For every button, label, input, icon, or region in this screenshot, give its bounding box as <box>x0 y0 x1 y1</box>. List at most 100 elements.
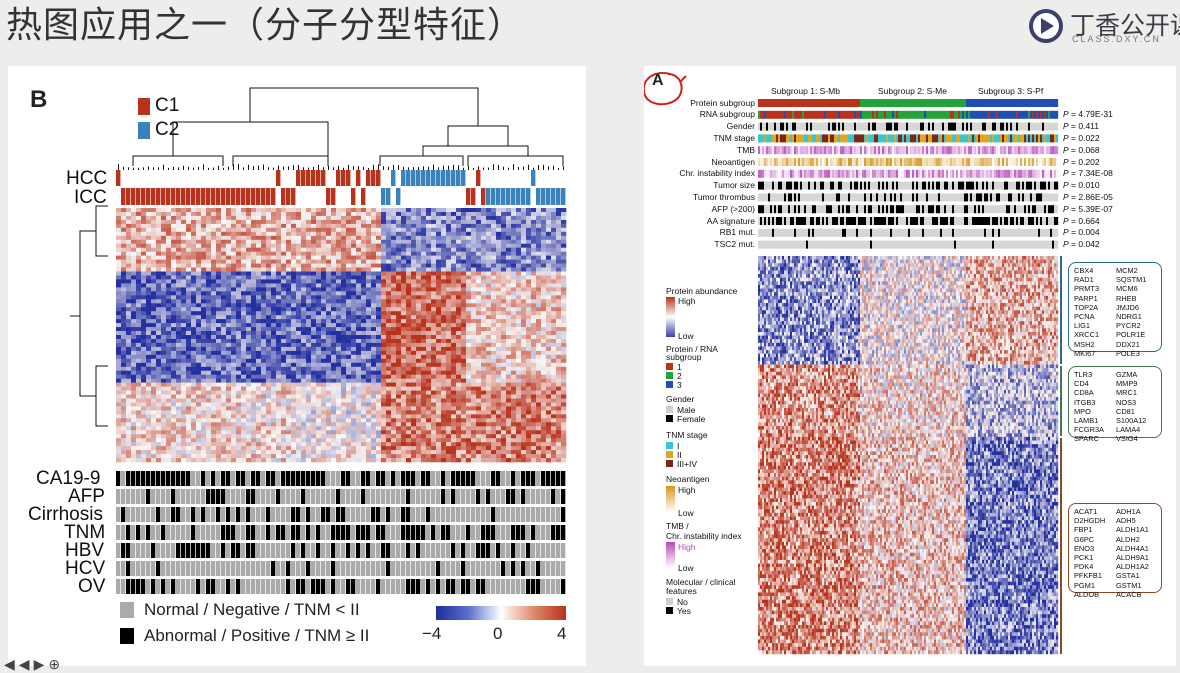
heatmap-cell <box>171 220 176 224</box>
heatmap-cell <box>251 216 256 220</box>
heatmap-cell <box>341 299 346 303</box>
heatmap-cell <box>276 343 281 347</box>
heatmap-cell <box>456 256 461 260</box>
heatmap-cell <box>291 391 296 395</box>
heatmap-cell <box>516 355 521 359</box>
icc-cell <box>196 188 200 205</box>
icc-cell <box>506 188 510 205</box>
heatmap-cell <box>551 260 556 264</box>
heatmap-cell <box>536 406 541 410</box>
icc-cell <box>146 188 150 205</box>
heatmap-cell <box>446 391 451 395</box>
heatmap-cell <box>531 224 536 228</box>
heatmap-cell <box>546 363 551 367</box>
heatmap-cell <box>206 339 211 343</box>
heatmap-cell <box>276 359 281 363</box>
heatmap-cell <box>121 307 126 311</box>
heatmap-cell <box>246 375 251 379</box>
heatmap-cell <box>546 351 551 355</box>
brand-sub: CLASS.DXY.CN <box>1072 34 1161 44</box>
heatmap-cell <box>156 252 161 256</box>
heatmap-cell <box>501 291 506 295</box>
heatmap-cell <box>376 315 381 319</box>
heatmap-cell <box>406 399 411 403</box>
heatmap-cell <box>176 367 181 371</box>
heatmap-cell <box>216 414 221 418</box>
heatmap-cell <box>341 367 346 371</box>
heatmap-cell <box>556 319 561 323</box>
heatmap-cell <box>511 391 516 395</box>
heatmap-cell <box>496 307 501 311</box>
heatmap-cell <box>336 315 341 319</box>
heatmap-cell <box>556 323 561 327</box>
heatmap-cell <box>256 208 261 212</box>
heatmap-cell <box>351 351 356 355</box>
heatmap-cell <box>171 291 176 295</box>
heatmap-cell <box>256 387 261 391</box>
heatmap-cell <box>341 410 346 414</box>
heatmap-cell <box>281 216 286 220</box>
heatmap-cell <box>501 256 506 260</box>
hcc-cell <box>286 170 290 186</box>
heatmap-cell <box>116 256 121 260</box>
heatmap-cell <box>316 236 321 240</box>
heatmap-cell <box>391 395 396 399</box>
heatmap-cell <box>531 363 536 367</box>
heatmap-cell <box>521 343 526 347</box>
hcc-cell <box>536 170 540 186</box>
heatmap-cell <box>516 224 521 228</box>
heatmap-cell <box>456 240 461 244</box>
heatmap-cell <box>471 410 476 414</box>
heatmap-cell <box>131 391 136 395</box>
heatmap-cell <box>486 403 491 407</box>
heatmap-cell <box>206 260 211 264</box>
heatmap-cell <box>351 359 356 363</box>
heatmap-cell <box>236 276 241 280</box>
heatmap-cell <box>201 228 206 232</box>
heatmap-cell <box>426 256 431 260</box>
heatmap-cell <box>391 414 396 418</box>
heatmap-cell <box>211 260 216 264</box>
heatmap-cell <box>411 399 416 403</box>
hcc-cell <box>491 170 495 186</box>
heatmap-cell <box>146 331 151 335</box>
heatmap-cell <box>366 403 371 407</box>
heatmap-cell <box>141 216 146 220</box>
heatmap-cell <box>161 391 166 395</box>
heatmap-cell <box>231 220 236 224</box>
heatmap-cell <box>506 264 511 268</box>
heatmap-cell <box>366 244 371 248</box>
heatmap-cell <box>476 244 481 248</box>
heatmap-cell <box>561 291 566 295</box>
heatmap-cell <box>286 363 291 367</box>
heatmap-cell <box>161 311 166 315</box>
heatmap-cell <box>311 260 316 264</box>
heatmap-cell <box>326 403 331 407</box>
heatmap-cell <box>371 414 376 418</box>
heatmap-cell <box>206 371 211 375</box>
heatmap-cell <box>516 240 521 244</box>
heatmap-cell <box>556 279 561 283</box>
heatmap-cell <box>411 379 416 383</box>
heatmap-cell <box>526 244 531 248</box>
heatmap-cell <box>216 264 221 268</box>
heatmap-cell <box>461 367 466 371</box>
heatmap-cell <box>481 236 486 240</box>
heatmap-cell <box>421 256 426 260</box>
heatmap-cell <box>126 287 131 291</box>
heatmap-cell <box>456 252 461 256</box>
heatmap-cell <box>201 351 206 355</box>
heatmap-cell <box>136 414 141 418</box>
heatmap-cell <box>526 279 531 283</box>
heatmap-cell <box>291 383 296 387</box>
heatmap-cell <box>166 355 171 359</box>
heatmap-cell <box>231 279 236 283</box>
heatmap-cell <box>501 315 506 319</box>
heatmap-cell <box>261 248 266 252</box>
heatmap-cell <box>246 414 251 418</box>
heatmap-cell <box>481 224 486 228</box>
heatmap-cell <box>461 331 466 335</box>
heatmap-cell <box>296 403 301 407</box>
heatmap-cell <box>411 307 416 311</box>
heatmap-cell <box>386 327 391 331</box>
